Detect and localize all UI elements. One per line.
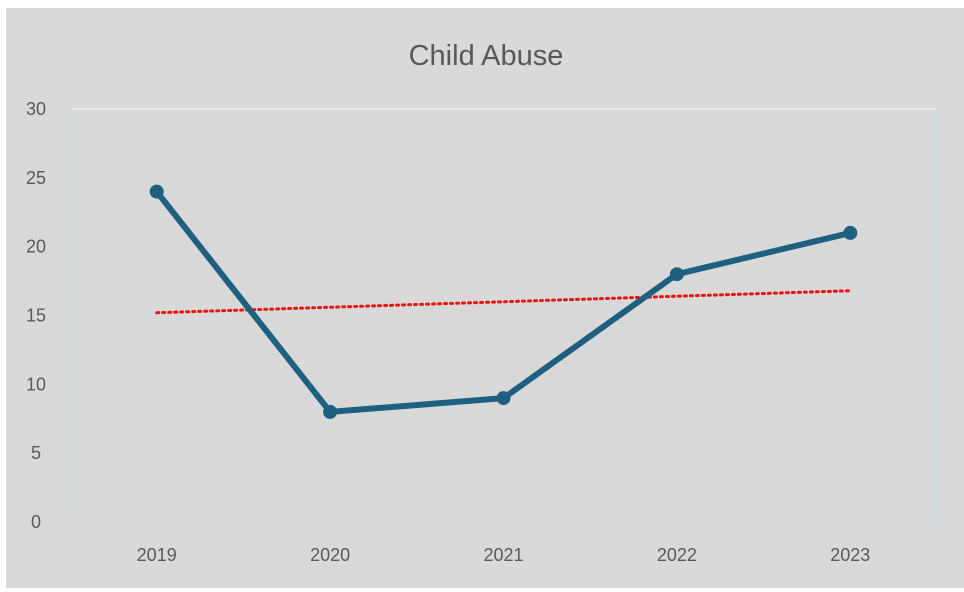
y-tick-label: 0 (31, 512, 41, 532)
y-tick-label: 15 (26, 306, 46, 326)
y-tick-label: 5 (31, 443, 41, 463)
data-points (149, 184, 858, 419)
data-point-marker (323, 404, 338, 419)
plot-area-background (70, 109, 937, 522)
y-tick-label: 25 (26, 168, 46, 188)
y-tick-label: 10 (26, 374, 46, 394)
data-point-marker (149, 184, 164, 199)
y-tick-label: 30 (26, 99, 46, 119)
x-tick-label: 2022 (657, 545, 697, 565)
linear-trendline (155, 289, 852, 315)
y-axis-tick-labels: 0 5 10 15 20 25 30 (26, 99, 46, 532)
data-point-marker (496, 391, 511, 406)
x-tick-label: 2023 (830, 545, 870, 565)
chart-title: Child Abuse (409, 40, 564, 72)
chart-area: Child Abuse 0 5 10 15 20 25 30 2019 2020… (6, 8, 964, 588)
plot-frame (69, 108, 938, 522)
y-tick-label: 20 (26, 237, 46, 257)
data-point-marker (843, 225, 858, 240)
x-tick-label: 2020 (310, 545, 350, 565)
data-point-marker (669, 267, 684, 282)
x-tick-label: 2021 (483, 545, 523, 565)
x-axis-tick-labels: 2019 2020 2021 2022 2023 (137, 545, 871, 565)
x-tick-label: 2019 (137, 545, 177, 565)
line-chart: Child Abuse 0 5 10 15 20 25 30 2019 2020… (26, 40, 938, 565)
